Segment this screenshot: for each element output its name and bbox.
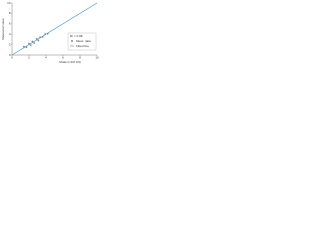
y-axis-label: Measured value bbox=[1, 18, 5, 40]
legend-box bbox=[67, 32, 97, 51]
y-tick-label: 2 bbox=[9, 42, 11, 46]
point bbox=[33, 42, 35, 44]
y-tick-label: 0 bbox=[9, 53, 11, 57]
chart: Model (×10³ kN) Measured value R² = 0.98… bbox=[1, 1, 99, 64]
x-tick-label: 4 bbox=[45, 56, 47, 60]
annotation: R² = 0.98 bbox=[70, 34, 83, 38]
y-tick-label: 4 bbox=[9, 32, 11, 36]
legend-marker bbox=[71, 40, 73, 42]
legend-label: Fitted line bbox=[76, 44, 89, 48]
x-tick-label: 6 bbox=[62, 56, 64, 60]
fit-line bbox=[11, 2, 98, 56]
x-tick-label: 8 bbox=[79, 56, 81, 60]
legend-label: Meas. data bbox=[76, 39, 91, 43]
x-tick-label: 10 bbox=[95, 56, 99, 60]
point bbox=[37, 39, 40, 42]
x-axis-label: Model (×10³ kN) bbox=[59, 60, 81, 64]
x-tick-label: 2 bbox=[28, 56, 30, 60]
y-tick-label: 8 bbox=[9, 11, 11, 15]
y-tick-label: 10 bbox=[7, 1, 11, 5]
point bbox=[29, 44, 32, 47]
x-tick-label: 0 bbox=[11, 56, 13, 60]
y-tick-label: 6 bbox=[9, 22, 11, 26]
